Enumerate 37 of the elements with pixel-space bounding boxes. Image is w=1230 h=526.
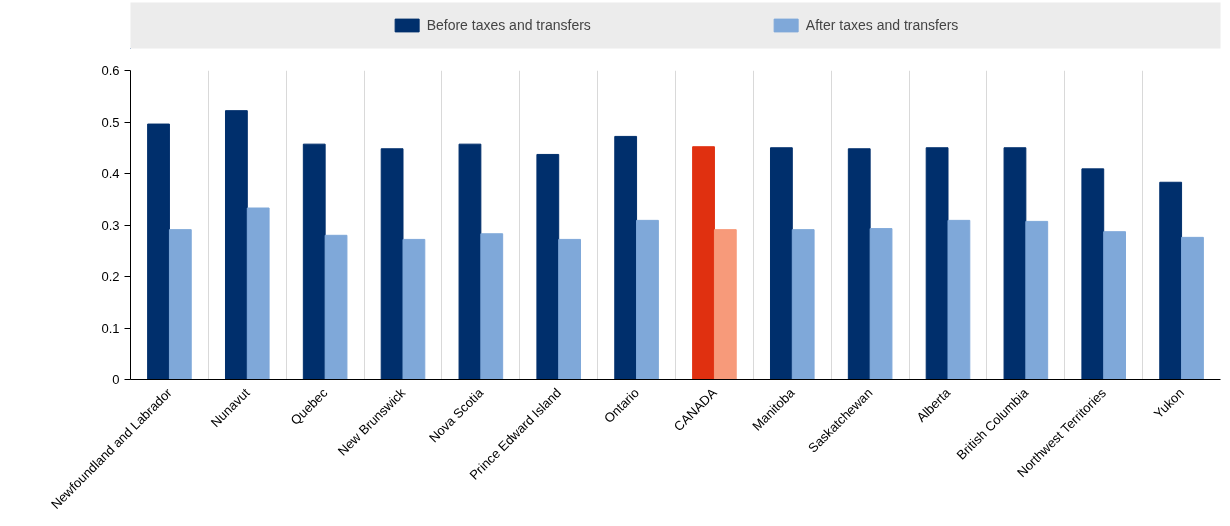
bar bbox=[402, 238, 426, 380]
bar bbox=[147, 123, 170, 380]
bar bbox=[380, 148, 404, 380]
bar bbox=[324, 234, 348, 380]
bar bbox=[458, 143, 482, 380]
bar bbox=[224, 110, 248, 380]
y-tick-label: 0.5 bbox=[101, 114, 120, 130]
bar bbox=[1103, 231, 1127, 380]
legend-label: After taxes and transfers bbox=[805, 17, 959, 33]
bar bbox=[869, 228, 893, 380]
bar bbox=[636, 219, 659, 380]
bar bbox=[692, 146, 715, 380]
bar bbox=[1081, 168, 1105, 380]
y-tick-label: 0.1 bbox=[101, 320, 120, 336]
bar bbox=[168, 229, 192, 380]
y-tick-label: 0.2 bbox=[101, 269, 120, 284]
bar bbox=[1159, 181, 1183, 380]
bar bbox=[769, 147, 793, 380]
bar bbox=[1181, 236, 1204, 380]
bar bbox=[480, 233, 504, 380]
bar bbox=[947, 219, 971, 380]
bar bbox=[614, 135, 638, 380]
y-tick-label: 0.6 bbox=[101, 63, 120, 78]
legend-label: Before taxes and transfers bbox=[426, 17, 591, 33]
bar bbox=[791, 229, 815, 380]
y-tick-label: 0.4 bbox=[101, 166, 120, 181]
bar bbox=[558, 238, 582, 380]
bar bbox=[847, 148, 871, 380]
bar bbox=[536, 153, 560, 380]
bar bbox=[925, 147, 949, 380]
bar bbox=[302, 143, 326, 380]
bar bbox=[246, 207, 270, 380]
bar bbox=[1025, 220, 1049, 380]
bar bbox=[1003, 147, 1027, 380]
y-tick-label: 0 bbox=[112, 372, 120, 387]
bar bbox=[713, 229, 737, 380]
y-tick-label: 0.3 bbox=[101, 217, 120, 233]
